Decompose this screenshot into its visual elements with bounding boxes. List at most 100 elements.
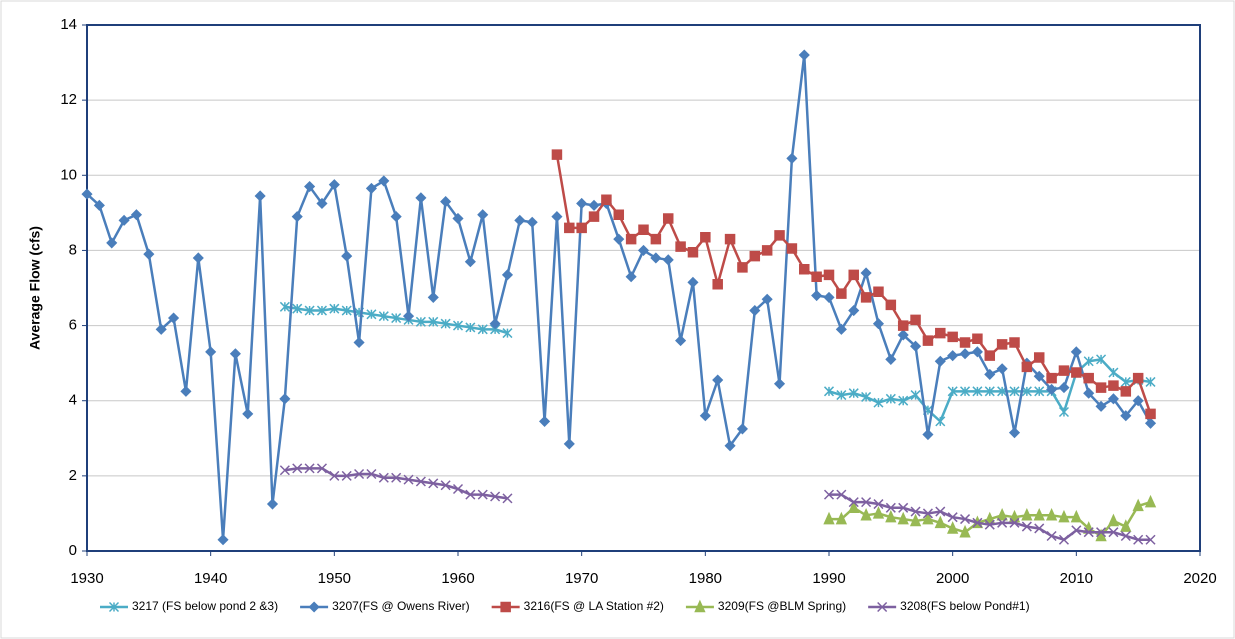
marker xyxy=(279,465,290,476)
marker xyxy=(947,512,958,523)
marker xyxy=(984,519,995,530)
x-tick-label: 2020 xyxy=(1183,570,1216,587)
marker xyxy=(625,233,637,245)
marker xyxy=(329,303,340,314)
marker xyxy=(526,216,538,228)
marker xyxy=(786,152,798,164)
marker xyxy=(316,463,327,474)
marker xyxy=(650,233,662,245)
marker xyxy=(638,224,649,236)
marker xyxy=(341,305,352,316)
marker xyxy=(885,393,896,404)
marker xyxy=(885,299,897,311)
marker xyxy=(1083,356,1094,367)
marker xyxy=(960,386,971,397)
y-tick-label: 2 xyxy=(69,467,77,484)
marker xyxy=(922,508,933,519)
marker xyxy=(1132,498,1144,512)
marker xyxy=(1033,370,1045,382)
marker xyxy=(848,269,859,281)
marker xyxy=(1009,337,1020,348)
marker xyxy=(761,293,773,305)
marker xyxy=(266,498,279,510)
marker xyxy=(500,601,511,613)
marker xyxy=(699,410,711,422)
x-tick-label: 1940 xyxy=(194,570,227,587)
marker xyxy=(1144,494,1157,508)
marker xyxy=(1095,400,1107,412)
marker xyxy=(694,599,706,613)
legend-item: 3209(FS @BLM Spring) xyxy=(685,599,846,613)
marker xyxy=(217,534,229,546)
marker xyxy=(848,500,860,514)
marker xyxy=(873,397,884,408)
marker xyxy=(947,350,959,362)
marker xyxy=(613,209,625,220)
marker xyxy=(415,316,426,327)
marker xyxy=(465,322,476,333)
marker xyxy=(972,386,983,397)
marker xyxy=(354,468,365,480)
marker xyxy=(168,312,180,324)
y-axis-label: Average Flow (cfs) xyxy=(27,226,43,350)
marker xyxy=(922,428,934,441)
marker xyxy=(501,269,514,281)
marker xyxy=(910,340,922,352)
marker xyxy=(452,483,464,495)
marker xyxy=(403,474,414,485)
marker xyxy=(1144,417,1157,429)
marker xyxy=(749,304,761,317)
marker xyxy=(514,214,526,226)
marker xyxy=(1108,380,1119,391)
legend-item: 3217 (FS below pond 2 &3) xyxy=(100,599,278,613)
marker xyxy=(836,288,847,299)
marker xyxy=(93,199,105,211)
marker xyxy=(909,513,922,527)
marker xyxy=(984,368,996,380)
marker xyxy=(1132,372,1144,384)
marker xyxy=(304,463,315,474)
marker xyxy=(885,353,897,365)
marker xyxy=(947,521,959,534)
marker xyxy=(502,493,513,504)
marker xyxy=(428,316,439,327)
marker xyxy=(440,480,451,491)
marker xyxy=(551,211,563,223)
marker xyxy=(934,355,946,367)
marker xyxy=(861,497,872,508)
marker xyxy=(1083,527,1094,538)
marker xyxy=(848,497,859,508)
marker xyxy=(675,241,686,252)
marker xyxy=(1058,509,1070,523)
marker xyxy=(798,49,810,61)
marker xyxy=(724,440,736,452)
marker xyxy=(316,305,327,316)
marker xyxy=(724,233,736,245)
marker xyxy=(1021,361,1033,373)
x-tick-label: 1990 xyxy=(812,570,845,587)
marker xyxy=(490,491,501,502)
marker xyxy=(811,271,822,282)
marker xyxy=(1145,408,1156,420)
marker xyxy=(1132,395,1144,407)
marker xyxy=(1107,513,1120,527)
marker xyxy=(390,211,402,223)
marker xyxy=(391,472,402,483)
marker xyxy=(365,182,377,194)
marker xyxy=(452,212,464,225)
marker xyxy=(687,247,699,258)
marker xyxy=(366,309,377,320)
marker xyxy=(885,509,897,523)
marker xyxy=(1046,530,1057,542)
marker xyxy=(477,209,489,221)
marker xyxy=(106,237,118,249)
marker xyxy=(1058,365,1070,376)
marker xyxy=(229,348,241,360)
marker xyxy=(749,250,761,262)
marker xyxy=(848,304,860,317)
marker xyxy=(860,292,872,303)
marker xyxy=(1058,406,1070,418)
legend-label: 3207(FS @ Owens River) xyxy=(332,599,470,613)
